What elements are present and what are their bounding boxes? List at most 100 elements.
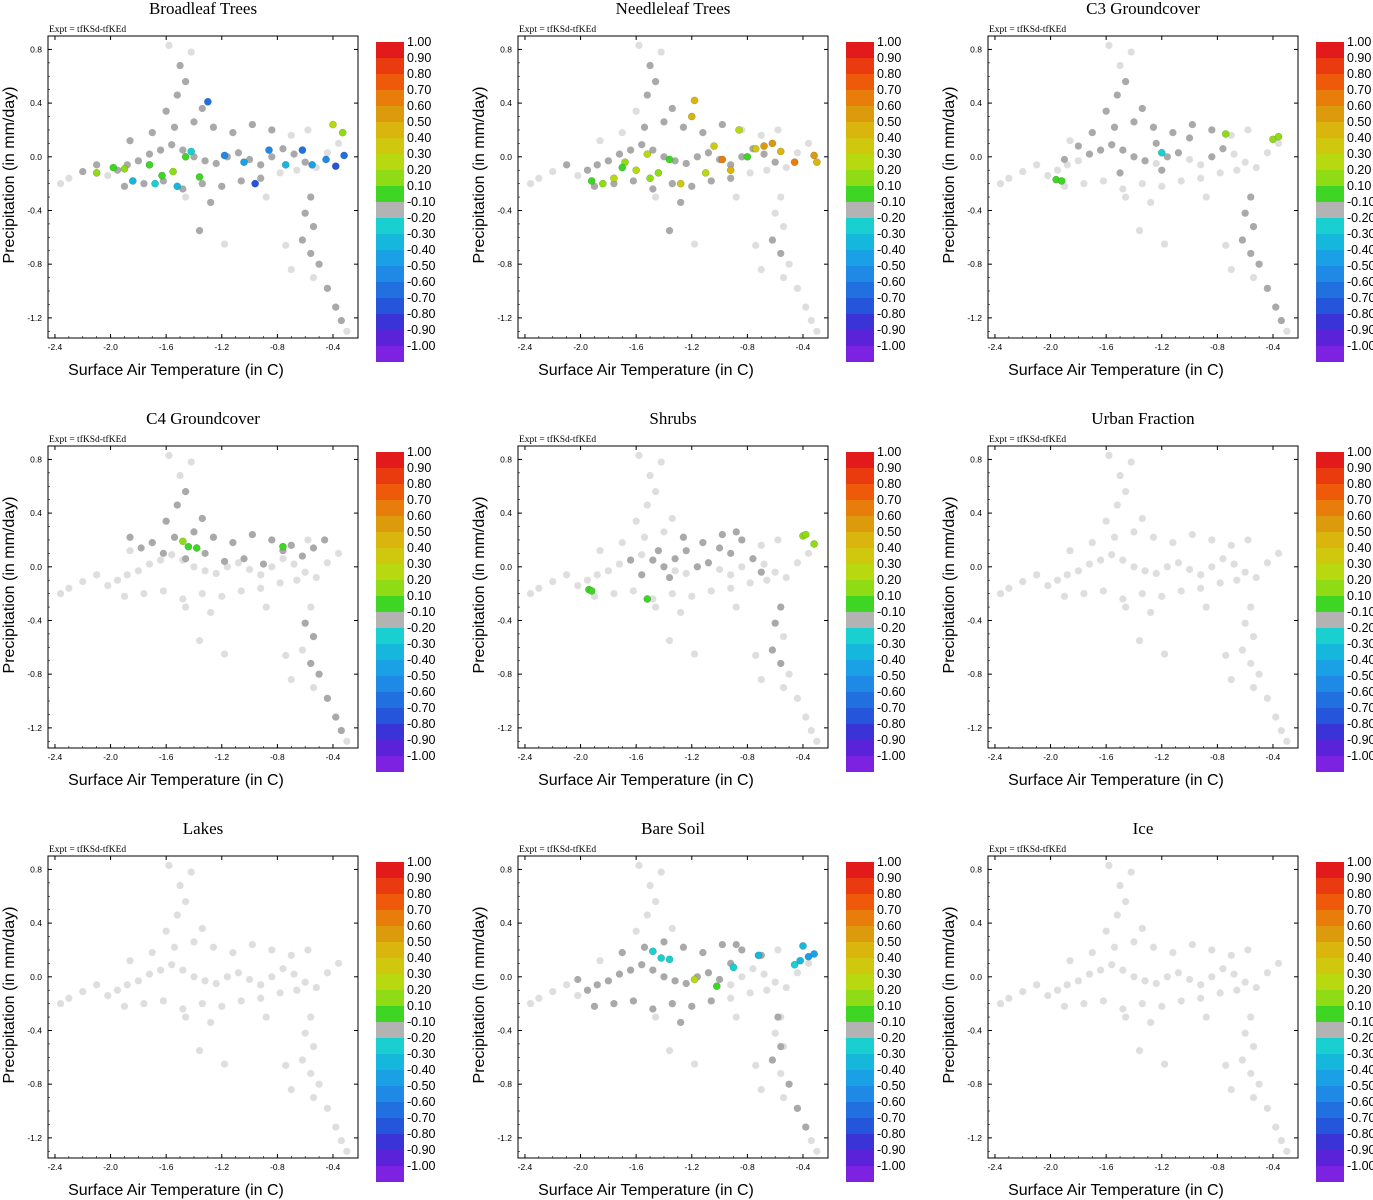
colorbar-label: -0.90 (407, 733, 436, 747)
colorbar-swatch (846, 1070, 874, 1086)
colorbar-label: 0.10 (877, 589, 901, 603)
scatter-point-colored (790, 960, 799, 969)
colorbar-swatch (846, 202, 874, 218)
scatter-point-light (804, 549, 813, 557)
colorbar-swatch (1316, 58, 1344, 74)
x-tick-label: -0.8 (1210, 752, 1225, 762)
colorbar-swatch (376, 1070, 404, 1086)
scatter-point-dark (1163, 153, 1171, 161)
scatter-point-light (262, 603, 270, 611)
colorbar-label: -0.30 (877, 227, 906, 241)
expt-label: Expt = tfKSd-tfKEd (989, 24, 1066, 35)
colorbar-swatch (376, 138, 404, 154)
scatter-point-dark (190, 118, 198, 126)
scatter-point-light (343, 737, 351, 745)
scatter-point-dark (1085, 150, 1094, 158)
scatter-point-light (1060, 1002, 1069, 1010)
colorbar-label: 0.20 (877, 163, 901, 177)
colorbar-label: 0.60 (407, 99, 431, 113)
scatter-point-light (1060, 592, 1069, 600)
scatter-point-dark (257, 174, 265, 182)
scatter-point-dark (610, 180, 618, 188)
scatter-point-light (727, 584, 735, 592)
y-axis-label: Precipitation (in mm/day) (941, 87, 958, 264)
scatter-point-light (1138, 180, 1146, 188)
colorbar-swatch (376, 74, 404, 90)
colorbar-swatch (376, 676, 404, 692)
scatter-point-light (182, 603, 190, 611)
colorbar-swatch (846, 1086, 874, 1102)
scatter-point-light (1219, 555, 1227, 563)
scatter-point-light (1152, 979, 1160, 988)
colorbar-label: -0.70 (877, 1111, 906, 1125)
colorbar-label: 0.50 (877, 115, 901, 129)
scatter-point-light (1119, 595, 1127, 603)
colorbar-label: -0.20 (407, 1031, 436, 1045)
scatter-point-colored (643, 150, 652, 158)
colorbar-swatch (846, 910, 874, 926)
scatter-point-dark (126, 533, 134, 541)
scatter-point-dark (268, 126, 276, 134)
y-tick-label: 0.0 (500, 152, 512, 162)
scatter-point-light (1127, 458, 1135, 466)
scatter-point-light (1158, 592, 1166, 600)
scatter-point-light (771, 978, 779, 986)
scatter-point-light (179, 966, 187, 974)
scatter-point-light (757, 1085, 765, 1094)
scatter-point-dark (309, 544, 318, 552)
scatter-point-colored (128, 177, 137, 185)
scatter-point-light (279, 555, 287, 563)
scatter-point-dark (307, 659, 315, 668)
x-tick-label: -2.4 (518, 752, 533, 762)
colorbar-label: 0.70 (1347, 493, 1371, 507)
colorbar-swatch (846, 894, 874, 910)
scatter-point-light (176, 471, 184, 480)
scatter-point-light (1053, 986, 1062, 994)
colorbar-swatch (376, 58, 404, 74)
colorbar-label: 0.30 (1347, 557, 1371, 571)
x-tick-label: -2.0 (103, 342, 118, 352)
colorbar-swatch (846, 532, 874, 548)
scatter-point-colored (1157, 148, 1166, 157)
colorbar-swatch (1316, 138, 1344, 154)
scatter-point-light (1163, 563, 1171, 571)
scatter-point-dark (777, 1042, 785, 1051)
scatter-point-light (1252, 163, 1260, 172)
scatter-point-light (1238, 646, 1246, 654)
colorbar-label: 0.80 (1347, 67, 1371, 81)
colorbar-swatch (846, 862, 874, 878)
scatter-point-dark (134, 157, 142, 165)
colorbar-label: 0.30 (877, 967, 901, 981)
scatter-point-light (690, 240, 699, 248)
x-tick-label: -0.4 (796, 752, 811, 762)
colorbar-swatch (1316, 218, 1344, 234)
scatter-point-dark (1208, 126, 1216, 134)
scatter-point-light (1169, 949, 1177, 957)
colorbar-label: -0.90 (877, 1143, 906, 1157)
scatter-point-light (763, 986, 771, 994)
colorbar-swatch (846, 516, 874, 532)
scatter-point-dark (195, 227, 204, 235)
colorbar-label: 0.40 (407, 131, 431, 145)
scatter-point-light (1005, 584, 1013, 592)
scatter-point-dark (749, 555, 757, 563)
panel-title: Ice (1133, 819, 1154, 838)
colorbar-swatch (1316, 660, 1344, 676)
colorbar-label: -0.80 (877, 307, 906, 321)
y-tick-label: -0.4 (497, 205, 512, 215)
colorbar-label: 0.40 (1347, 951, 1371, 965)
colorbar-swatch (846, 942, 874, 958)
scatter-point-light (1177, 587, 1185, 595)
scatter-point-light (652, 488, 660, 496)
scatter-point-light (1019, 577, 1027, 586)
scatter-point-dark (671, 555, 679, 563)
scatter-point-light (93, 571, 101, 579)
scatter-point-light (526, 1000, 535, 1008)
y-tick-label: -1.2 (967, 1133, 982, 1143)
scatter-point-light (652, 1013, 660, 1021)
colorbar-swatch (1316, 154, 1344, 170)
scatter-point-dark (718, 940, 726, 949)
scatter-point-light (1119, 556, 1127, 564)
colorbar-swatch (376, 756, 404, 772)
colorbar-label: 1.00 (877, 35, 901, 49)
